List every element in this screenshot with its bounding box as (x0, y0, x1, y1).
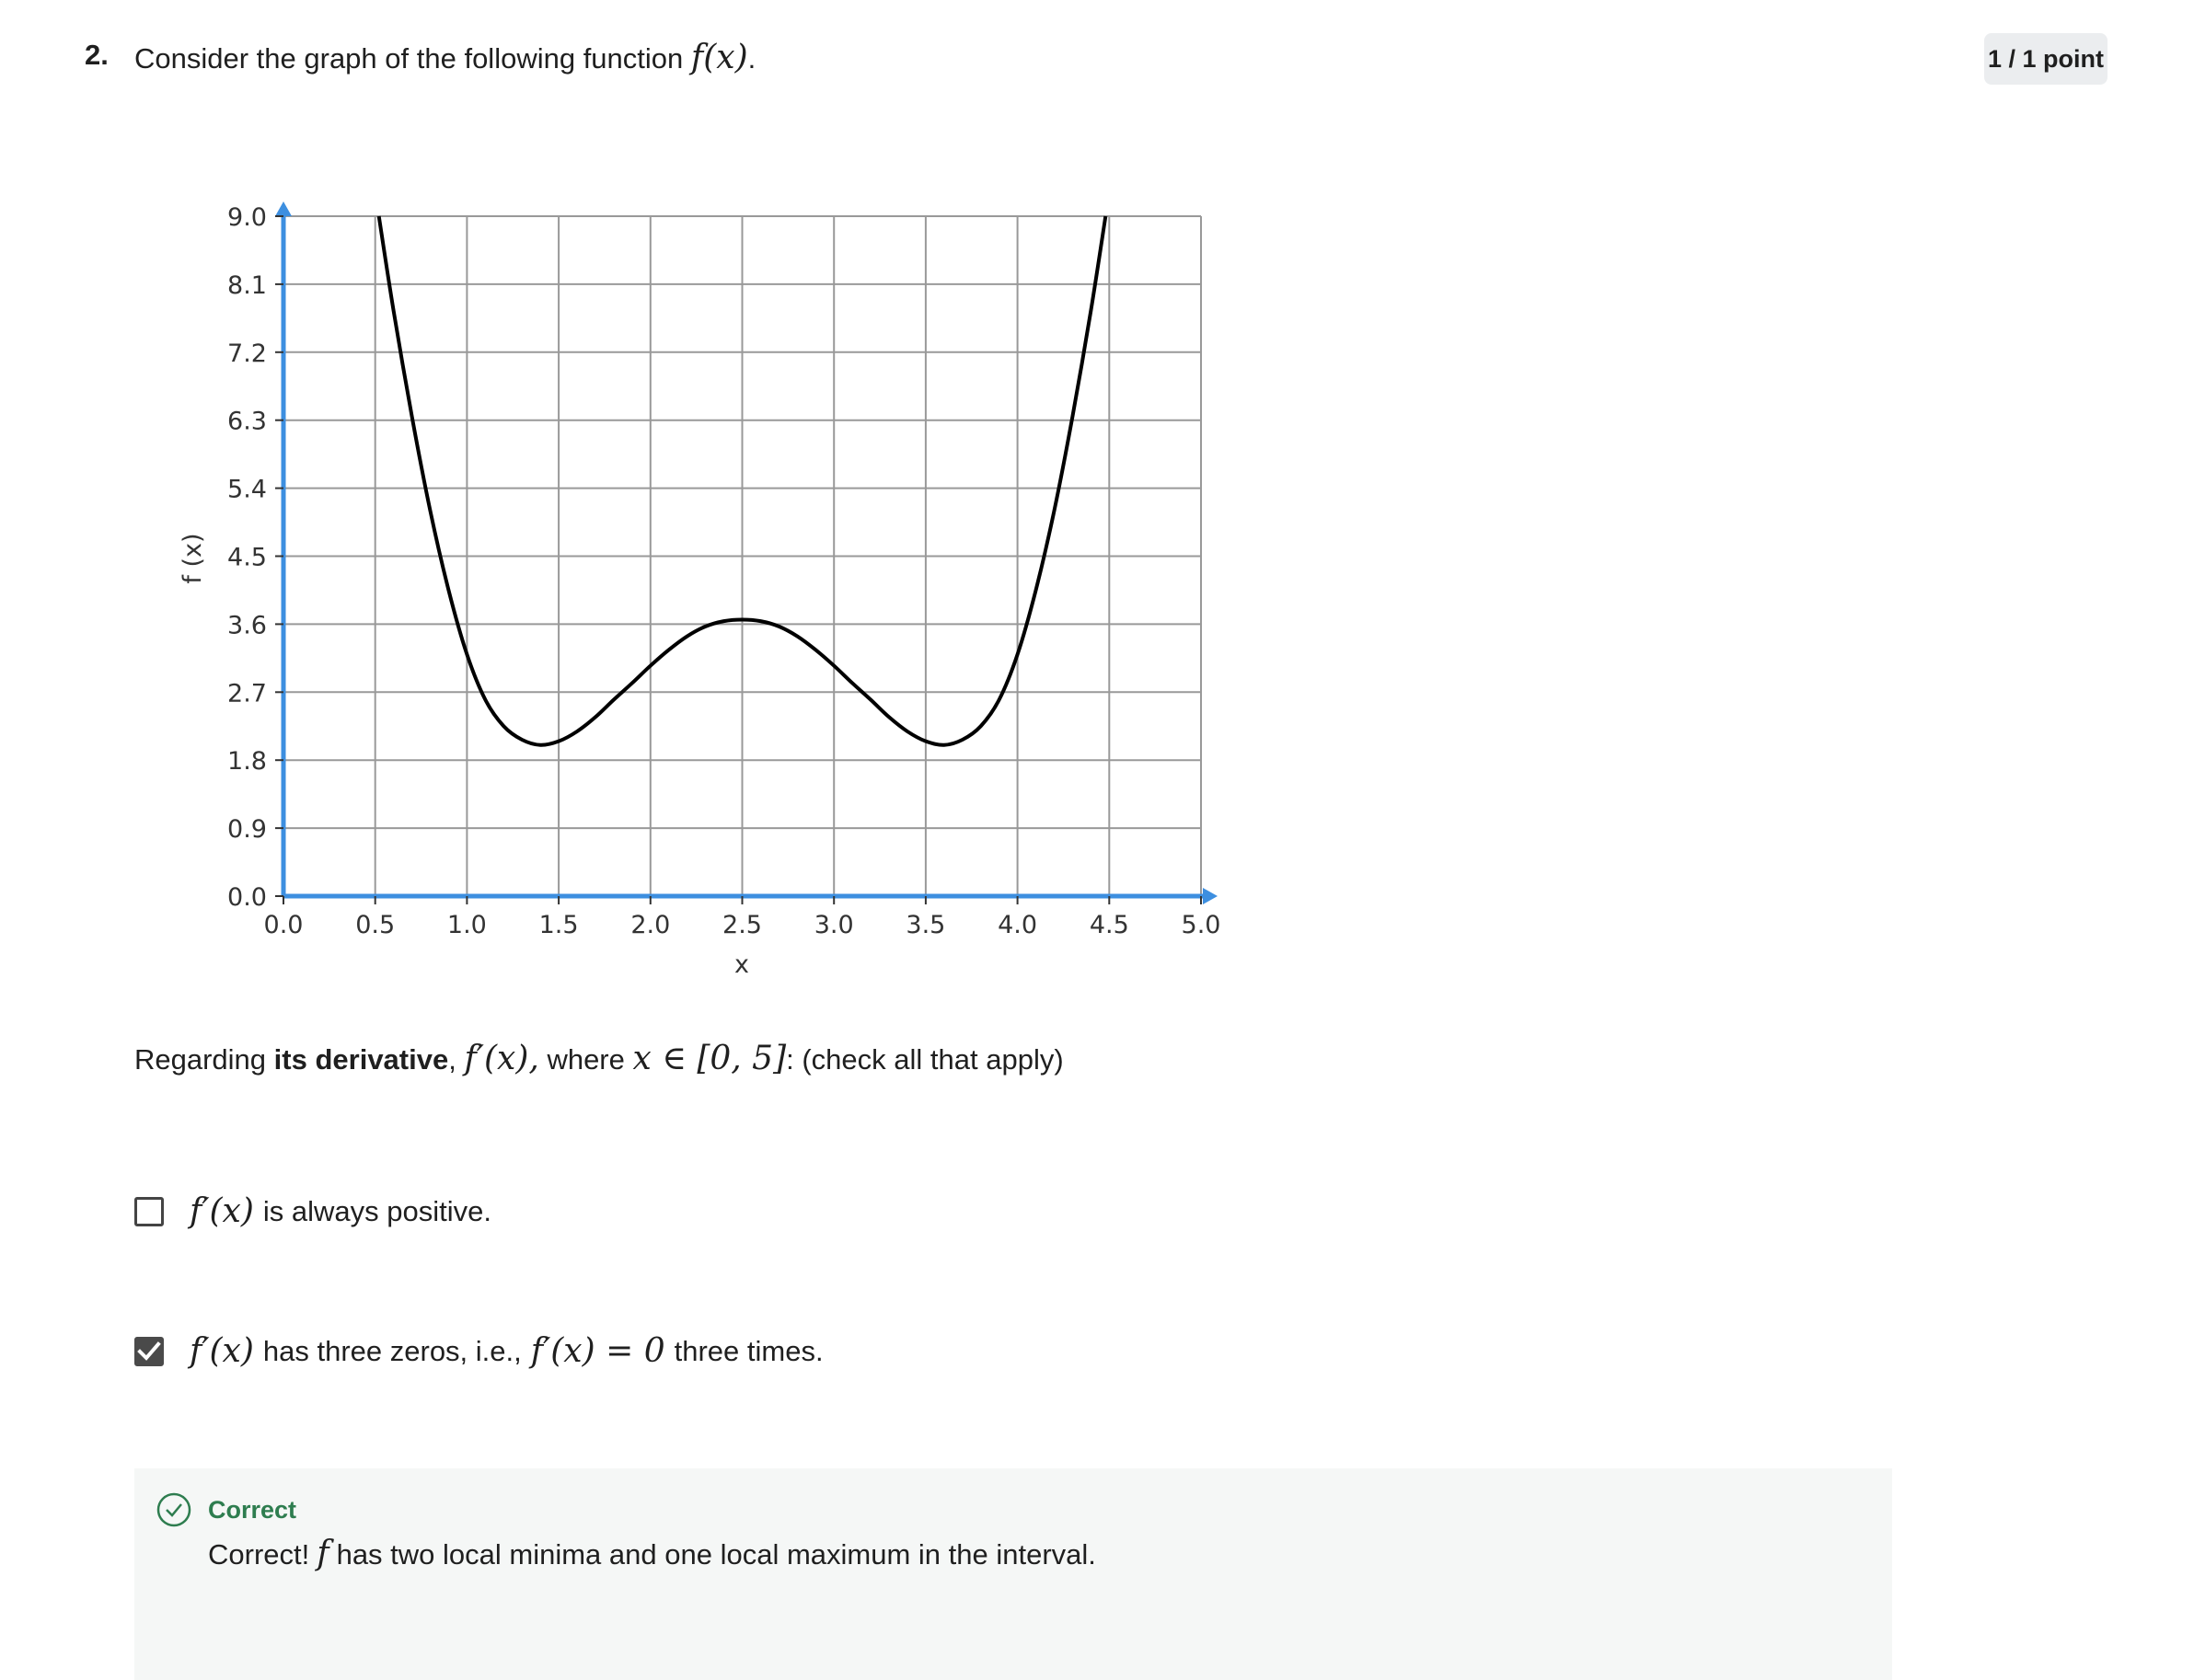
option-math: f′(x) (190, 1332, 254, 1370)
prompt-comma: , (448, 1043, 456, 1076)
y-axis-label: f (x) (179, 533, 207, 583)
checkbox-unchecked[interactable] (134, 1196, 164, 1226)
feedback-body: has two local minima and one local maxim… (336, 1538, 1096, 1571)
derivative-prompt: Regarding its derivative, f′(x), where x… (134, 1040, 1064, 1077)
y-tick-label: 0.9 (227, 815, 267, 844)
x-tick-label: 0.5 (355, 911, 395, 939)
y-tick-label: 2.7 (227, 679, 267, 708)
x-tick-label: 4.5 (1090, 911, 1129, 939)
prompt-where: where (547, 1043, 625, 1076)
prompt-domain: x ∈ [0, 5] (632, 1040, 787, 1077)
checkbox-checked[interactable] (134, 1336, 164, 1366)
feedback-panel: Correct Correct! f has two local minima an… (134, 1468, 1892, 1680)
option-label-b: three times. (674, 1334, 824, 1367)
y-tick-label: 1.8 (227, 747, 267, 776)
y-tick-label: 0.0 (227, 883, 267, 912)
option-math: f′(x) (190, 1192, 254, 1230)
y-tick-label: 9.0 (227, 203, 267, 232)
option-label: is always positive. (262, 1194, 491, 1227)
feedback-text: Correct! f has two local minima and one lo… (208, 1535, 1096, 1572)
option-label-a: has three zeros, i.e., (262, 1334, 522, 1367)
points-badge: 1 / 1 point (1984, 33, 2107, 85)
check-icon (137, 1341, 161, 1361)
x-tick-label: 1.5 (539, 911, 579, 939)
feedback-prefix: Correct! (208, 1538, 310, 1571)
y-tick-label: 6.3 (227, 408, 267, 436)
prompt-prefix: Regarding (134, 1043, 267, 1076)
function-label: f(x) (690, 39, 748, 76)
chart-ticks: 0.0 0.5 1.0 1.5 2.0 2.5 3.0 3.5 4.0 4.5 5.0 0.0 0.9 1… (227, 203, 1220, 939)
feedback-title: Correct (208, 1496, 297, 1524)
option-math-b: f′(x) = 0 (530, 1332, 665, 1370)
x-tick-label: 1.0 (447, 911, 487, 939)
question-prompt: Consider the graph of the following func… (134, 42, 684, 75)
feedback-math: f (317, 1535, 329, 1572)
y-tick-label: 7.2 (227, 339, 267, 368)
x-tick-label: 2.0 (630, 911, 670, 939)
y-tick-label: 8.1 (227, 271, 267, 300)
x-tick-label: 2.5 (722, 911, 762, 939)
y-axis-arrow (275, 201, 292, 216)
check-circle-icon (156, 1492, 191, 1527)
prompt-derivative: f′(x), (464, 1040, 539, 1077)
y-tick-label: 5.4 (227, 476, 267, 504)
chart-axes (275, 201, 1218, 904)
x-tick-label: 5.0 (1182, 911, 1221, 939)
function-graph: 0.0 0.5 1.0 1.5 2.0 2.5 3.0 3.5 4.0 4.5 5.0 0.0 0.9 1… (179, 201, 1220, 979)
question-text: Consider the graph of the following func… (134, 39, 756, 76)
x-tick-label: 3.0 (814, 911, 854, 939)
x-tick-label: 3.5 (906, 911, 945, 939)
x-axis-arrow (1203, 888, 1218, 904)
prompt-suffix: : (check all that apply) (786, 1043, 1064, 1076)
y-tick-label: 4.5 (227, 544, 267, 572)
question-number: 2. (85, 39, 109, 71)
option-always-positive[interactable]: f′(x) is always positive. (134, 1192, 491, 1230)
x-tick-label: 4.0 (998, 911, 1037, 939)
x-axis-label: x (734, 950, 749, 979)
option-three-zeros[interactable]: f′(x) has three zeros, i.e., f′(x) = 0 t… (134, 1332, 824, 1370)
y-tick-label: 3.6 (227, 611, 267, 639)
chart-grid (283, 215, 1202, 896)
x-tick-label: 0.0 (264, 911, 304, 939)
function-curve (376, 215, 1108, 747)
prompt-bold: its derivative (273, 1043, 449, 1076)
